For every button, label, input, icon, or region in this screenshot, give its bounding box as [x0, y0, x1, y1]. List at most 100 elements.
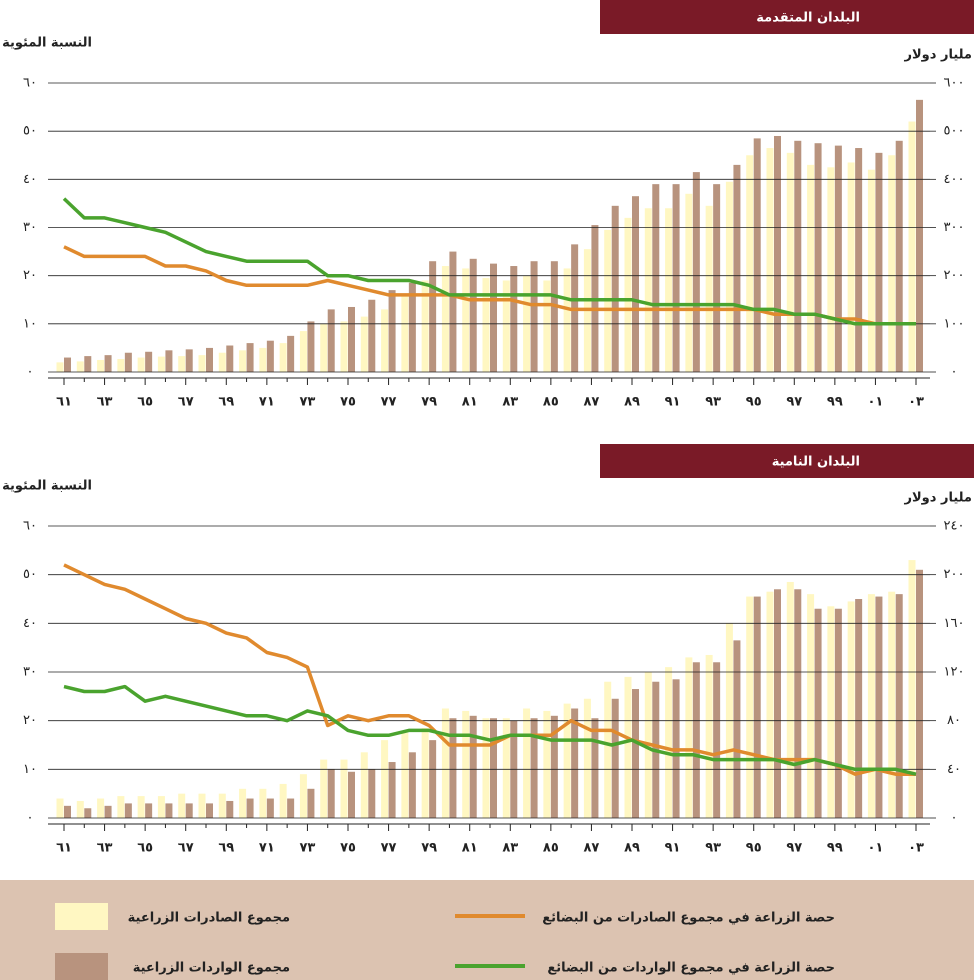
bar: [239, 350, 247, 372]
bar: [867, 169, 875, 372]
line-series: [63, 245, 916, 326]
y-tick-label: ٤٠: [23, 172, 37, 187]
bar: [429, 261, 437, 372]
bar: [672, 184, 680, 372]
bar: [401, 294, 409, 372]
bar: [523, 708, 531, 818]
bar: [847, 162, 855, 372]
y2-tick-label: ٢٤٠: [944, 519, 965, 534]
x-tick-label: ٧٧: [381, 395, 397, 410]
x-tick-label: ٩٧: [786, 841, 802, 856]
bar: [847, 601, 855, 818]
bar: [218, 352, 226, 372]
x-tick-label: ٧٩: [421, 841, 437, 856]
bar: [766, 591, 774, 818]
y-axis-label: النسبة المئوية: [2, 479, 92, 494]
bar: [814, 608, 822, 818]
bar: [327, 309, 335, 372]
y-tick-label: ٦٠: [23, 519, 37, 534]
bar: [855, 599, 863, 818]
bar: [449, 718, 457, 818]
bar: [145, 351, 153, 372]
bar: [469, 715, 477, 818]
x-tick-label: ٨٧: [583, 395, 599, 410]
line-series: [63, 684, 917, 776]
bar: [56, 798, 64, 818]
bar: [401, 732, 409, 818]
bar: [692, 662, 700, 818]
legend-swatch: [55, 903, 108, 930]
bar: [713, 184, 721, 372]
y2-tick-label: ١٢٠: [944, 665, 965, 680]
bar: [571, 708, 579, 818]
bar: [895, 140, 903, 372]
bar: [543, 280, 551, 372]
bar: [624, 217, 632, 372]
y2-tick-label: ٦٠٠: [944, 76, 965, 91]
bar: [530, 261, 538, 372]
x-tick-label: ٩٩: [827, 395, 843, 410]
bar: [198, 793, 206, 818]
bar: [827, 167, 835, 372]
bar: [84, 356, 92, 372]
bar: [56, 362, 64, 372]
y-tick-label: ١٠: [23, 762, 37, 777]
x-tick-label: ٧٩: [421, 395, 437, 410]
y-tick-label: ٥٠: [23, 567, 37, 582]
bar: [360, 316, 368, 372]
bar: [563, 268, 571, 372]
x-tick-label: ٨٣: [502, 841, 518, 856]
x-tick-label: ٨١: [462, 395, 478, 410]
bar: [279, 783, 287, 818]
bar: [807, 164, 815, 372]
bar: [685, 657, 693, 818]
bar: [340, 321, 348, 372]
bar: [259, 347, 267, 372]
bar: [462, 268, 470, 372]
legend-label: مجموع الواردات الزراعية: [133, 961, 290, 976]
bar: [226, 800, 234, 818]
y2-tick-label: ٤٠: [947, 762, 961, 777]
bar: [226, 345, 234, 372]
legend-label: حصة الزراعة في مجموع الصادرات من البضائع: [542, 911, 835, 926]
x-tick-label: ٦٧: [178, 395, 194, 410]
x-tick-label: ٩١: [665, 841, 681, 856]
bar: [266, 340, 274, 372]
bar: [908, 121, 916, 373]
bar: [348, 771, 355, 818]
x-tick-label: ٧١: [259, 395, 275, 410]
bar: [692, 172, 700, 372]
bar: [774, 589, 781, 818]
y2-tick-label: ٤٠٠: [944, 172, 965, 187]
bar: [239, 788, 247, 818]
bar: [368, 299, 376, 372]
y2-tick-label: ٥٠٠: [944, 124, 965, 139]
bar: [611, 698, 619, 818]
bar: [320, 759, 328, 818]
x-tick-label: ٩٣: [705, 841, 721, 856]
bar: [299, 774, 307, 818]
bar: [753, 138, 761, 372]
bar: [888, 591, 896, 818]
bar: [381, 309, 389, 372]
y-tick-label: ٥٠: [23, 124, 37, 139]
x-tick-label: ٩٧: [786, 395, 802, 410]
bar: [604, 681, 612, 818]
x-tick-label: ٩٩: [827, 841, 843, 856]
bar: [665, 667, 673, 818]
bar: [76, 361, 84, 372]
x-tick-label: ٧٧: [381, 841, 397, 856]
x-tick-label: ٦١: [56, 841, 72, 856]
bar: [774, 135, 781, 372]
legend-label: حصة الزراعة في مجموع الواردات من البضائع: [547, 961, 835, 976]
bar: [652, 184, 660, 372]
bar: [550, 715, 558, 818]
x-tick-label: ٨٥: [543, 395, 559, 410]
bar: [786, 152, 794, 372]
bar: [165, 803, 173, 818]
bar: [895, 594, 903, 818]
bar: [746, 596, 754, 818]
bar: [441, 708, 449, 818]
x-tick-label: ٩٥: [746, 841, 762, 856]
